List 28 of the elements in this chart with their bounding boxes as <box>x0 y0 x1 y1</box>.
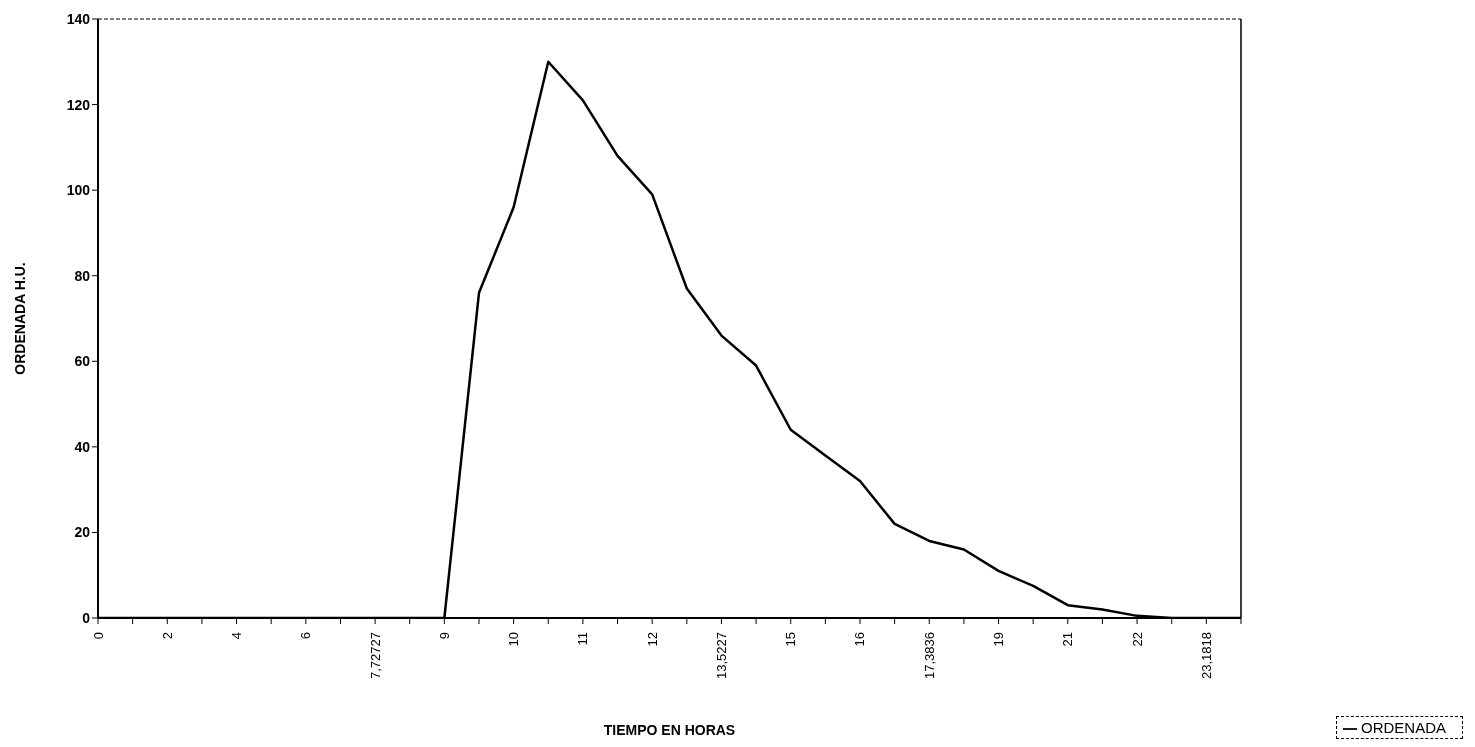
x-tick-label: 11 <box>575 632 591 646</box>
y-tick-label: 60 <box>74 353 91 370</box>
x-tick-label: 6 <box>298 632 314 640</box>
x-tick-label: 19 <box>991 632 1007 647</box>
x-tick-label: 16 <box>852 632 868 647</box>
y-tick-label: 20 <box>74 524 91 541</box>
x-tick-label: 17,3836 <box>921 632 937 679</box>
x-tick-label: 2 <box>159 632 175 640</box>
y-tick-label: 40 <box>74 438 91 455</box>
x-axis-title: TIEMPO EN HORAS <box>603 722 736 738</box>
x-tick-label: 22 <box>1129 632 1145 647</box>
y-tick-label: 100 <box>66 182 91 199</box>
x-tick-label: 7,72727 <box>367 632 383 679</box>
x-tick-label: 9 <box>436 632 452 640</box>
y-tick-label: 80 <box>74 267 91 284</box>
x-tick-label: 15 <box>783 632 799 647</box>
x-tick-label: 10 <box>506 632 522 647</box>
x-tick-label: 12 <box>644 632 660 647</box>
x-tick-label: 13,5227 <box>713 632 729 679</box>
y-axis-title: ORDENADA H.U. <box>11 262 28 375</box>
x-tick-label: 4 <box>229 632 245 640</box>
y-tick-label: 0 <box>82 609 91 626</box>
x-tick-label: 23,1818 <box>1198 632 1214 679</box>
y-tick-label: 120 <box>66 96 91 113</box>
legend-label: ORDENADA <box>1360 718 1446 736</box>
y-tick-label: 140 <box>66 10 91 27</box>
x-tick-label: 21 <box>1060 632 1076 647</box>
x-tick-label: 0 <box>90 632 106 640</box>
